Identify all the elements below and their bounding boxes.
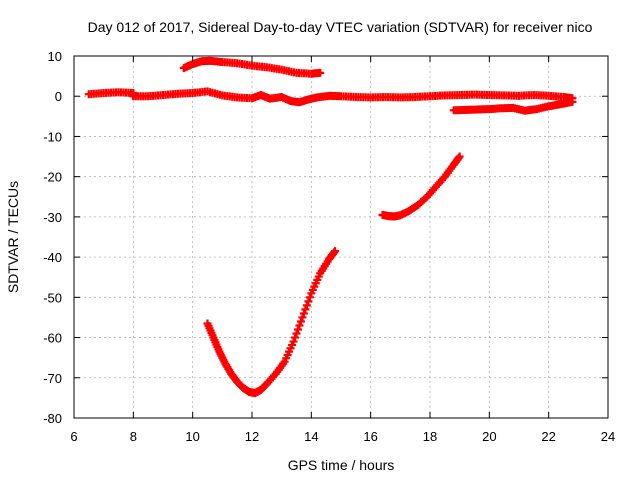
data-point xyxy=(304,297,313,306)
data-point xyxy=(295,321,304,330)
data-point xyxy=(293,325,302,334)
x-tick-label: 12 xyxy=(245,429,259,444)
data-point xyxy=(299,309,308,318)
y-tick-label: -70 xyxy=(43,371,62,386)
y-tick-label: -50 xyxy=(43,290,62,305)
x-tick-labels: 6 8 10 12 14 16 18 20 22 24 xyxy=(70,429,615,444)
y-tick-label: -20 xyxy=(43,170,62,185)
y-tick-label: 10 xyxy=(48,49,62,64)
x-tick-label: 14 xyxy=(304,429,318,444)
axis-ticks xyxy=(73,55,609,419)
series-arc-zero-a xyxy=(84,87,577,107)
data-point xyxy=(289,337,298,346)
x-tick-label: 22 xyxy=(541,429,555,444)
data-point xyxy=(298,313,307,322)
series-arc-v-dip xyxy=(203,247,340,398)
x-tick-label: 20 xyxy=(482,429,496,444)
y-tick-label: -30 xyxy=(43,210,62,225)
x-tick-label: 8 xyxy=(130,429,137,444)
data-point xyxy=(296,317,305,326)
y-tick-label: -60 xyxy=(43,331,62,346)
data-point xyxy=(291,333,300,342)
x-tick-label: 24 xyxy=(601,429,615,444)
data-point xyxy=(316,68,325,77)
y-tick-label: -40 xyxy=(43,250,62,265)
series-arc-upper xyxy=(179,56,325,78)
y-axis-label: SDTVAR / TECUs xyxy=(5,181,21,293)
data-point xyxy=(568,97,577,106)
x-axis-label: GPS time / hours xyxy=(288,457,395,473)
y-tick-labels: 10 0 -10 -20 -30 -40 -50 -60 -70 -80 xyxy=(43,49,62,426)
x-tick-label: 10 xyxy=(185,429,199,444)
y-tick-label: -80 xyxy=(43,411,62,426)
x-tick-label: 6 xyxy=(70,429,77,444)
chart-title: Day 012 of 2017, Sidereal Day-to-day VTE… xyxy=(88,19,593,35)
data-point xyxy=(301,305,310,314)
y-tick-label: -10 xyxy=(43,129,62,144)
data-point xyxy=(331,247,340,256)
series-arc-zero-b xyxy=(449,97,577,115)
x-tick-label: 18 xyxy=(423,429,437,444)
data-point xyxy=(455,152,464,161)
y-tick-label: 0 xyxy=(55,89,62,104)
data-point xyxy=(305,293,314,302)
series-arc-rise xyxy=(378,152,464,221)
data-layer xyxy=(84,56,577,398)
data-point xyxy=(292,329,301,338)
data-point xyxy=(302,301,311,310)
plot-frame xyxy=(73,55,609,419)
x-tick-label: 16 xyxy=(363,429,377,444)
